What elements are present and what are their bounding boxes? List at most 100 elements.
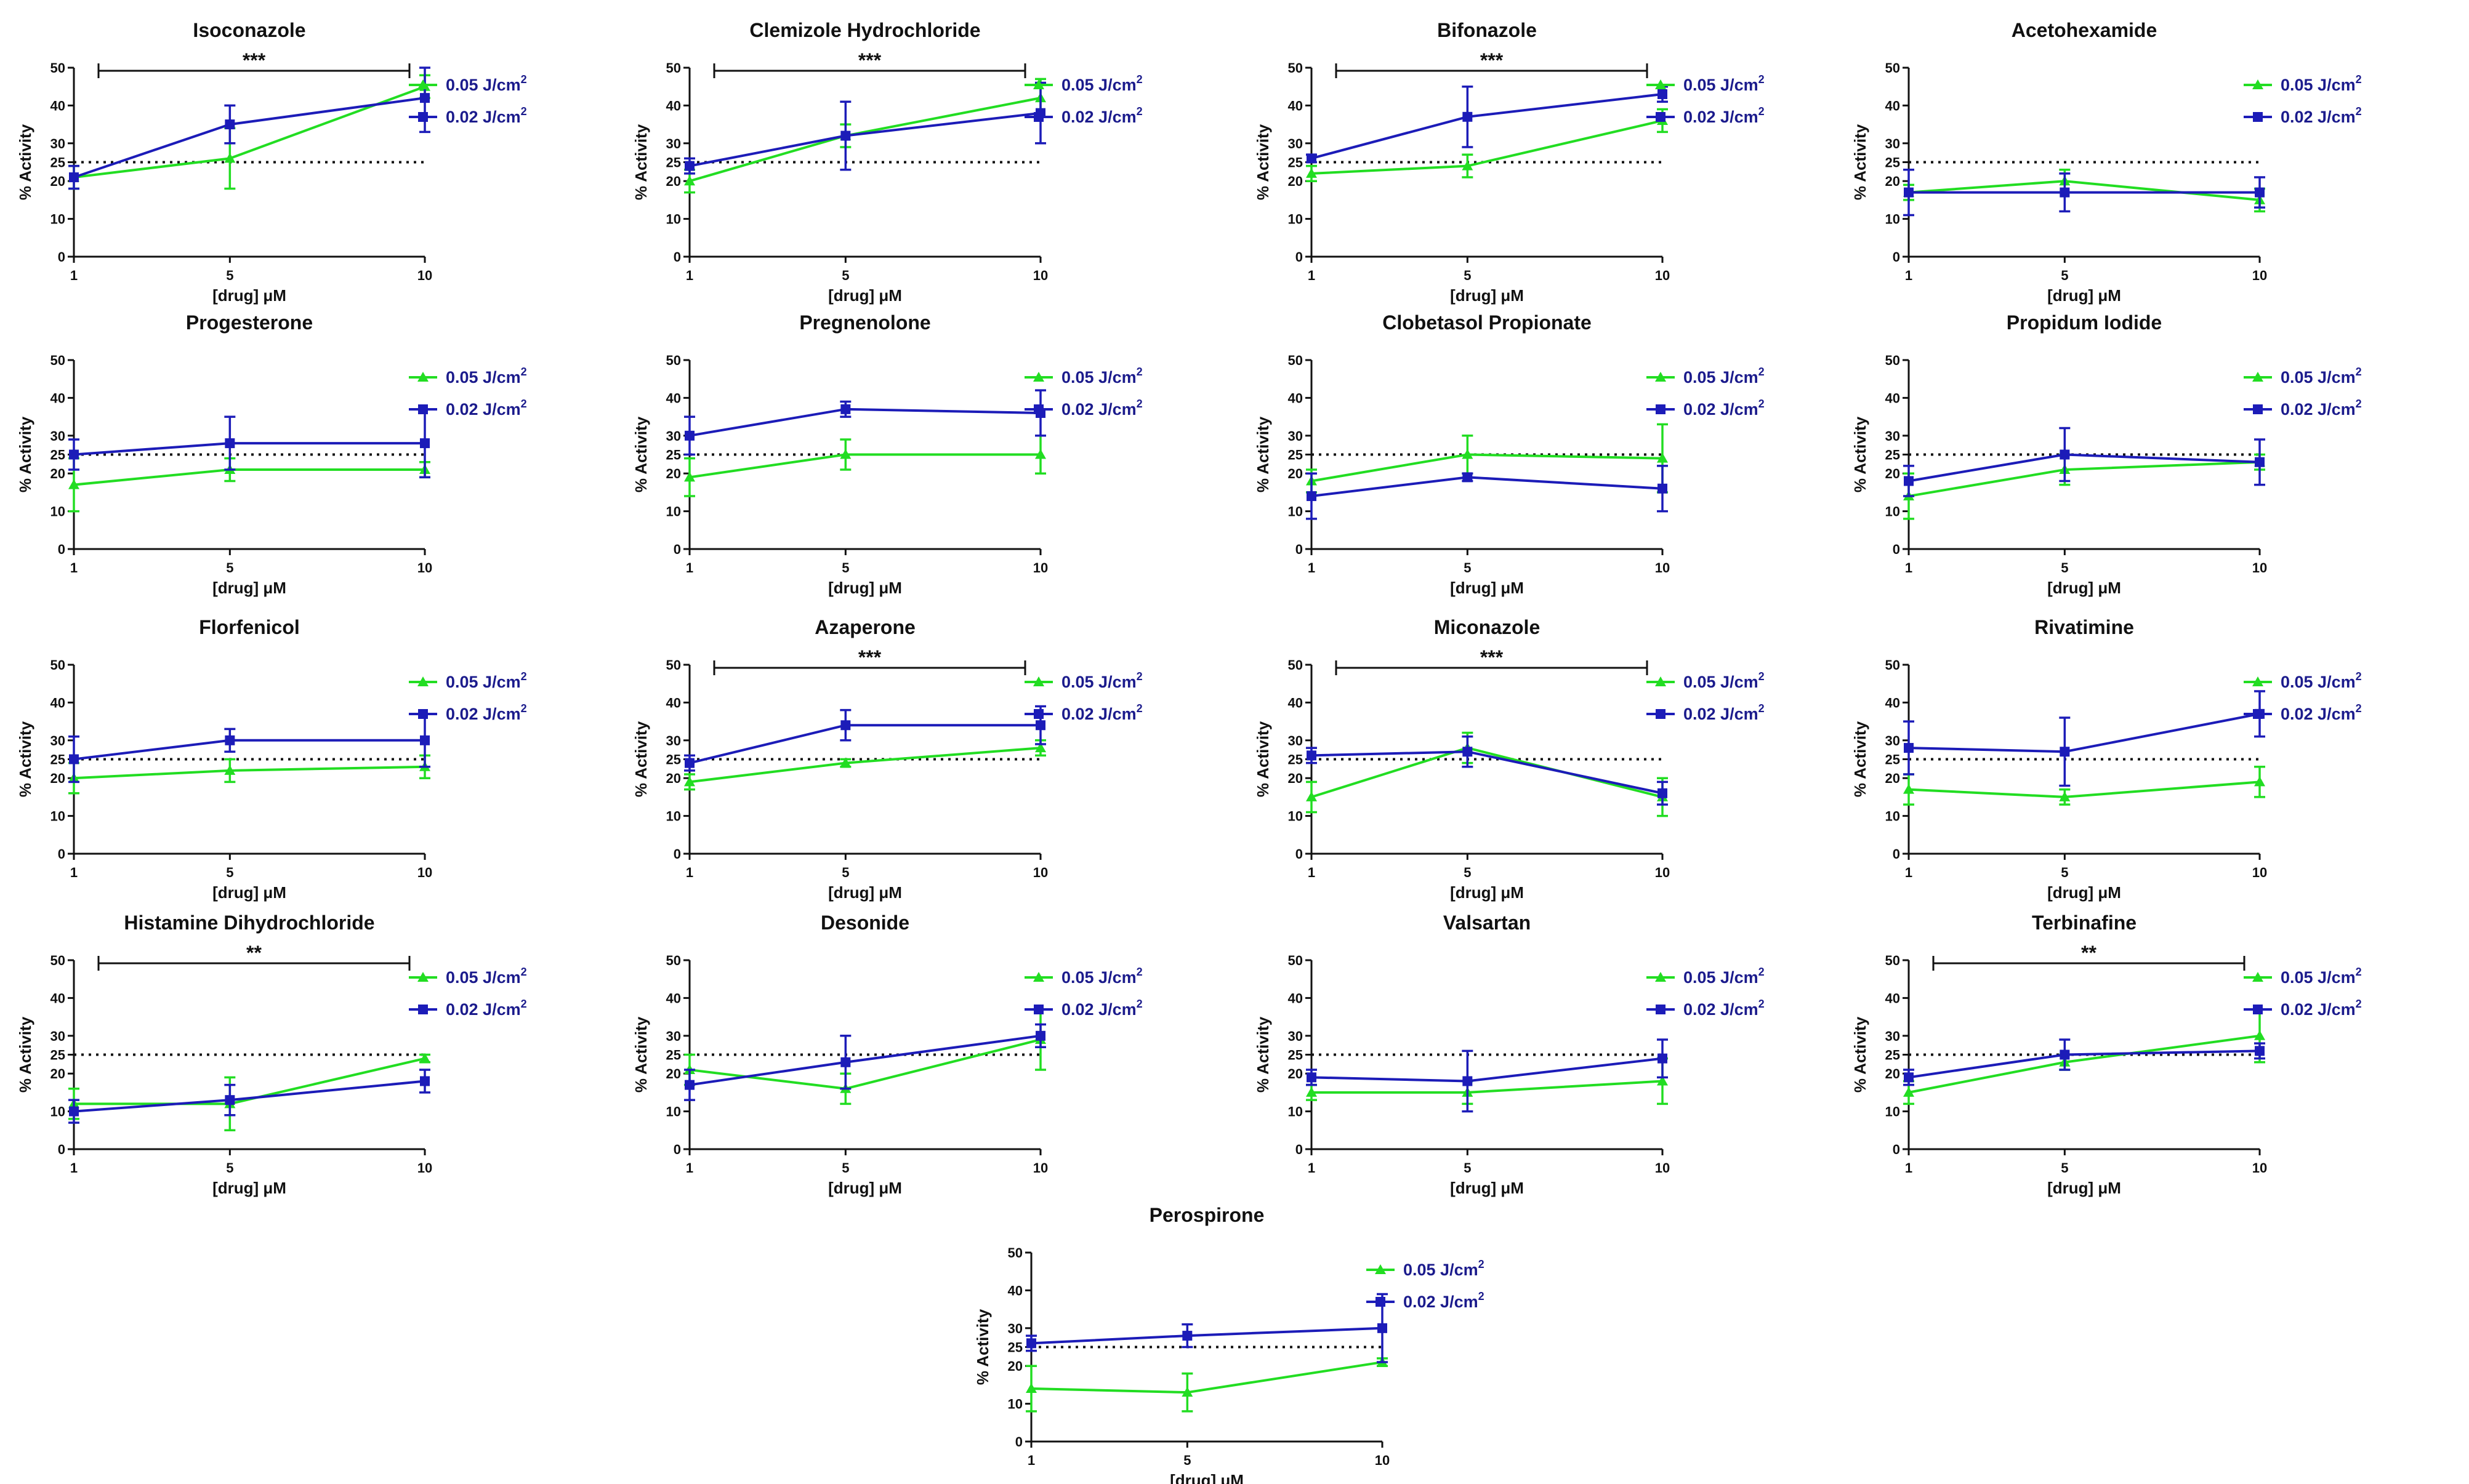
significance-label: *** [858,49,882,71]
legend-label: 0.02 J/cm2 [2281,398,2362,419]
chart-title: Clobetasol Propionate [1382,311,1592,334]
legend-label: 0.05 J/cm2 [1683,366,1765,387]
y-axis-label: % Activity [1254,124,1272,200]
y-tick-label: 0 [58,1142,65,1157]
y-tick-label: 20 [666,771,681,786]
chart-panel: Bifonazole 0 10 20 25 30 40 50 1 5 10 [drug] μM % Ac… [1238,12,1829,305]
y-tick-label: 0 [58,846,65,862]
y-tick-label: 50 [1288,953,1303,968]
legend-marker-triangle [417,79,429,89]
legend-unit-superscript: 2 [1137,670,1143,683]
legend-marker-triangle [1655,676,1666,686]
y-tick-label: 10 [1288,1104,1303,1120]
data-point-triangle [1462,160,1473,170]
data-point-square [1904,743,1914,753]
series-line [689,1034,1041,1086]
y-tick-label: 30 [666,136,681,151]
y-tick-label: 20 [1008,1358,1023,1374]
chart-svg: Miconazole 0 10 20 25 30 40 50 1 5 10 [drug] μM % Ac… [1254,616,1765,902]
x-tick-label: 10 [417,1160,432,1176]
data-point-square [1904,476,1914,486]
series-line [73,468,425,486]
series-line [73,765,425,780]
x-tick-label: 10 [417,865,432,880]
legend-unit-superscript: 2 [1758,966,1765,978]
y-tick-label: 30 [1885,428,1900,444]
x-tick-label: 10 [1655,865,1670,880]
legend-marker-square [1375,1297,1385,1307]
y-tick-label: 30 [50,1029,65,1044]
legend-unit-superscript: 2 [521,670,527,683]
x-tick-label: 5 [2061,268,2068,283]
series-line [1311,1080,1663,1094]
y-tick-label: 20 [666,466,681,481]
data-point-square [1904,187,1914,198]
legend-marker-square [418,112,428,122]
data-point-triangle [1026,1383,1037,1394]
chart-svg: Propidum Iodide 0 10 20 25 30 40 50 1 5 10 [drug] μ… [1851,311,2362,597]
x-tick-label: 5 [1464,1160,1471,1176]
series-line [1311,1057,1663,1083]
y-tick-label: 10 [1008,1397,1023,1412]
y-tick-label: 30 [1008,1321,1023,1336]
data-point-square [2255,1046,2265,1056]
legend-marker-triangle [2252,972,2263,982]
legend-unit-superscript: 2 [1758,366,1765,378]
y-axis-label: % Activity [632,124,650,200]
x-tick-label: 5 [226,865,233,880]
data-point-square [1307,491,1316,502]
y-tick-label: 10 [666,504,681,519]
legend-marker-triangle [1655,372,1666,382]
y-tick-label: 10 [666,212,681,227]
data-point-triangle [2059,791,2071,801]
y-tick-label: 0 [674,249,681,265]
y-tick-label: 20 [50,466,65,481]
legend-unit-superscript: 2 [521,366,527,378]
y-tick-label: 0 [1893,1142,1900,1157]
chart-title: Miconazole [1434,616,1540,638]
data-point-square [2060,1049,2070,1060]
legend-label: 0.05 J/cm2 [446,366,527,387]
y-tick-label: 50 [666,353,681,368]
y-tick-label: 25 [50,1048,65,1063]
y-tick-label: 20 [666,1066,681,1081]
y-tick-label: 0 [1015,1434,1023,1450]
legend-label: 0.02 J/cm2 [1061,398,1143,419]
y-tick-label: 40 [666,990,681,1006]
legend-label: 0.05 J/cm2 [446,670,527,691]
data-point-square [685,430,695,441]
chart-svg: Isoconazole 0 10 20 25 30 40 50 1 5 10 [drug] μM % A… [16,19,527,305]
y-tick-label: 25 [1288,447,1303,463]
y-tick-label: 0 [58,249,65,265]
legend-marker-square [2253,1005,2263,1014]
y-tick-label: 10 [666,1104,681,1120]
y-tick-label: 20 [1288,466,1303,481]
data-point-triangle [224,153,236,163]
chart-panel: Perospirone 0 10 20 25 30 40 50 1 5 10 [drug] μM % A… [957,1197,1549,1484]
x-tick-label: 5 [1464,268,1471,283]
x-axis-label: [drug] μM [212,883,286,902]
chart-title: Pregnenolone [799,311,930,334]
legend-label: 0.02 J/cm2 [1061,998,1143,1019]
data-point-triangle [68,479,79,489]
legend-label: 0.05 J/cm2 [1061,966,1143,987]
legend-label: 0.05 J/cm2 [446,966,527,987]
legend-unit-superscript: 2 [521,998,527,1010]
data-point-square [420,93,430,103]
legend-label: 0.02 J/cm2 [1683,398,1765,419]
y-tick-label: 50 [1008,1245,1023,1261]
y-tick-label: 10 [50,809,65,824]
legend-label: 0.02 J/cm2 [2281,105,2362,126]
y-tick-label: 10 [1288,504,1303,519]
y-tick-label: 50 [1288,353,1303,368]
data-point-square [685,161,695,171]
x-tick-label: 1 [1905,1160,1912,1176]
x-tick-label: 5 [842,1160,849,1176]
data-point-square [1904,1072,1914,1083]
y-tick-label: 30 [1885,1029,1900,1044]
legend-label: 0.05 J/cm2 [446,73,527,94]
legend-label: 0.05 J/cm2 [2281,73,2362,94]
y-tick-label: 0 [1893,846,1900,862]
x-axis-label: [drug] μM [212,286,286,305]
y-tick-label: 50 [1288,657,1303,673]
